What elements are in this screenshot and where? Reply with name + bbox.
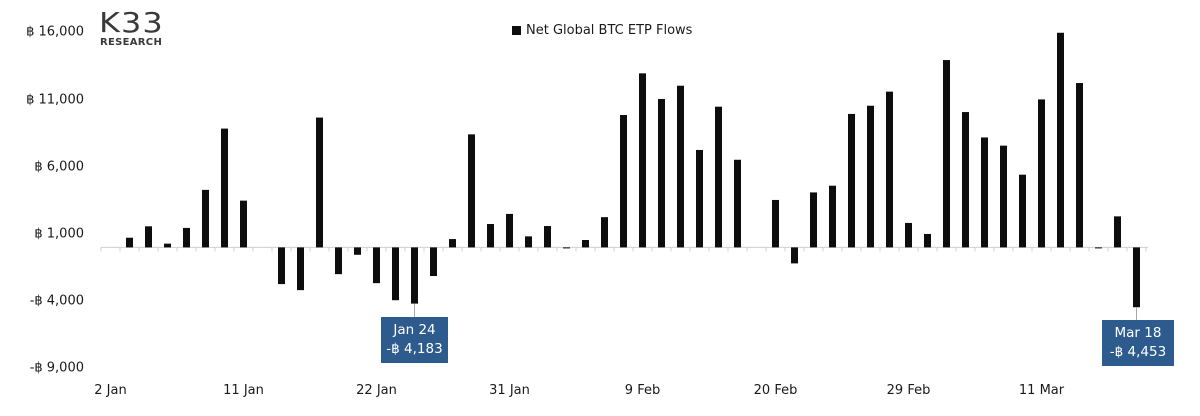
bar-11-jan bbox=[240, 200, 247, 248]
annotation-value: -฿ 4,453 bbox=[1109, 344, 1167, 360]
bar-24-jan bbox=[411, 247, 418, 304]
bar-19-jan bbox=[354, 247, 361, 255]
bar-15-mar bbox=[1114, 216, 1121, 248]
x-tick-label: 11 Jan bbox=[223, 383, 264, 398]
x-tick-label: 31 Jan bbox=[489, 383, 530, 398]
annotation-date: Mar 18 bbox=[1114, 325, 1162, 341]
bar-29-jan bbox=[468, 134, 475, 248]
bar-4-mar bbox=[943, 60, 950, 248]
bar-23-feb bbox=[829, 185, 836, 248]
bar-10-jan bbox=[221, 128, 228, 248]
bar-7-feb bbox=[601, 217, 608, 248]
x-tick-label: 22 Jan bbox=[356, 383, 397, 398]
bar-14-mar bbox=[1095, 247, 1102, 249]
chart-legend: Net Global BTC ETP Flows bbox=[512, 23, 692, 38]
bar-26-feb bbox=[848, 113, 855, 248]
annotation-jan-24: Jan 24 -฿ 4,183 bbox=[381, 317, 448, 363]
bar-22-jan bbox=[373, 247, 380, 284]
bar-29-feb bbox=[905, 222, 912, 248]
bar-18-jan bbox=[335, 247, 342, 275]
bar-12-mar bbox=[1057, 32, 1064, 248]
bar-6-mar bbox=[981, 137, 988, 248]
logo-subtitle: RESEARCH bbox=[100, 37, 163, 48]
bar-14-feb bbox=[696, 149, 703, 248]
bar-11-mar bbox=[1038, 99, 1045, 248]
logo-wordmark: K33 bbox=[99, 6, 164, 39]
bar-5-feb bbox=[563, 247, 570, 249]
bar-28-feb bbox=[886, 91, 893, 248]
bar-13-mar bbox=[1076, 83, 1083, 248]
x-tick-label: 29 Feb bbox=[886, 383, 931, 398]
legend-square-icon bbox=[512, 26, 521, 35]
bar-30-jan bbox=[487, 224, 494, 248]
annotation-mar-18: Mar 18 -฿ 4,453 bbox=[1102, 320, 1174, 366]
y-tick-label: ฿ 11,000 bbox=[26, 92, 84, 108]
x-tick-label: 11 Mar bbox=[1018, 383, 1065, 398]
bar-31-jan bbox=[506, 213, 513, 248]
bar-16-jan bbox=[297, 247, 304, 291]
bar-17-jan bbox=[316, 117, 323, 248]
y-tick-label: ฿ 16,000 bbox=[26, 24, 84, 40]
bar-13-feb bbox=[677, 85, 684, 248]
x-tick-label: 9 Feb bbox=[624, 383, 661, 398]
k33-research-logo: K33 RESEARCH bbox=[99, 9, 181, 49]
bar-20-feb bbox=[772, 199, 779, 248]
y-tick-label: -฿ 9,000 bbox=[29, 360, 84, 376]
bar-2-feb bbox=[544, 226, 551, 248]
annotation-date: Jan 24 bbox=[393, 322, 436, 338]
legend-label: Net Global BTC ETP Flows bbox=[526, 23, 693, 38]
x-tick-label: 2 Jan bbox=[94, 383, 127, 398]
bar-9-feb bbox=[639, 73, 646, 248]
bar-21-feb bbox=[791, 247, 798, 264]
y-tick-label: ฿ 6,000 bbox=[34, 159, 84, 175]
bar-15-feb bbox=[715, 106, 722, 248]
bar-1-feb bbox=[525, 236, 532, 248]
bar-1-mar bbox=[924, 233, 931, 248]
y-tick-label: -฿ 4,000 bbox=[29, 293, 84, 309]
bar-3-jan bbox=[126, 237, 133, 248]
bar-5-mar bbox=[962, 112, 969, 248]
bar-26-jan bbox=[449, 239, 456, 248]
bar-8-mar bbox=[1019, 174, 1026, 248]
bar-9-jan bbox=[202, 189, 209, 248]
y-tick-label: ฿ 1,000 bbox=[34, 226, 84, 242]
bar-4-jan bbox=[145, 226, 152, 248]
bar-6-feb bbox=[582, 240, 589, 248]
bar-22-feb bbox=[810, 192, 817, 248]
bar-15-jan bbox=[278, 247, 285, 285]
bar-27-feb bbox=[867, 105, 874, 248]
bar-25-jan bbox=[430, 247, 437, 277]
bar-8-jan bbox=[183, 227, 190, 248]
annotation-value: -฿ 4,183 bbox=[386, 341, 443, 357]
bar-18-mar bbox=[1133, 247, 1140, 308]
bar-5-jan bbox=[164, 243, 171, 248]
x-tick-label: 20 Feb bbox=[753, 383, 798, 398]
bar-12-feb bbox=[658, 99, 665, 248]
bar-16-feb bbox=[734, 159, 741, 248]
bar-23-jan bbox=[392, 247, 399, 301]
bar-8-feb bbox=[620, 115, 627, 248]
bar-7-mar bbox=[1000, 145, 1007, 248]
